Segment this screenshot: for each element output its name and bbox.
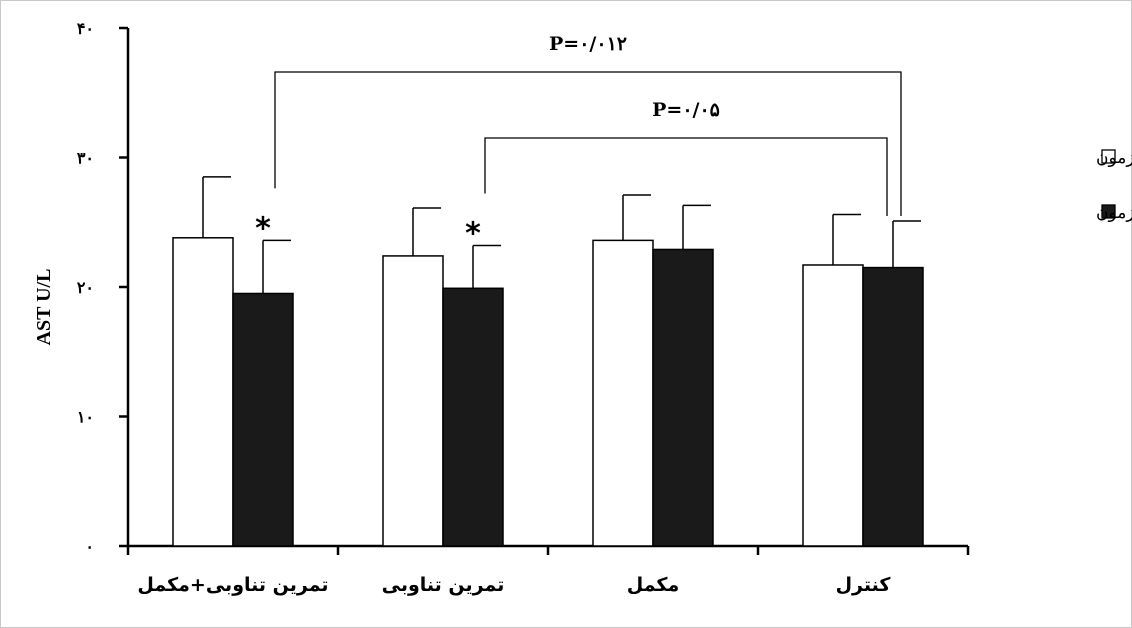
legend-swatch <box>1101 149 1116 164</box>
y-tick-label: ١٠ <box>77 408 94 427</box>
bar <box>382 255 444 547</box>
significance-asterisk: * <box>255 211 271 246</box>
category-label: مکمل <box>627 574 680 596</box>
bar <box>802 264 864 547</box>
category-label: تمرین تناوبی+مکمل <box>137 574 328 596</box>
p-value-label: P=٠/٠١٢ <box>549 33 627 55</box>
significance-asterisk: * <box>465 217 481 252</box>
y-tick-label: ۴٠ <box>77 19 94 38</box>
y-tick-label: ٢٠ <box>77 278 94 297</box>
category-label: تمرین تناوبی <box>382 574 505 596</box>
y-axis-label: AST U/L <box>33 269 55 346</box>
bar <box>172 237 234 547</box>
p-value-label: P=٠/٠۵ <box>652 99 720 121</box>
significance-bracket <box>484 137 888 216</box>
bar <box>592 239 654 547</box>
bar <box>232 292 294 547</box>
bar <box>442 287 504 547</box>
significance-bracket <box>274 71 902 216</box>
bar <box>862 266 924 547</box>
legend-swatch <box>1101 204 1116 219</box>
y-tick-label: ٣٠ <box>77 149 94 168</box>
y-tick-label: ٠ <box>85 537 94 556</box>
bar <box>652 248 714 547</box>
legend-label: پیش آزمون <box>1096 146 1132 168</box>
legend-label: پس آزمون <box>1096 201 1132 223</box>
category-label: کنترل <box>836 574 892 596</box>
